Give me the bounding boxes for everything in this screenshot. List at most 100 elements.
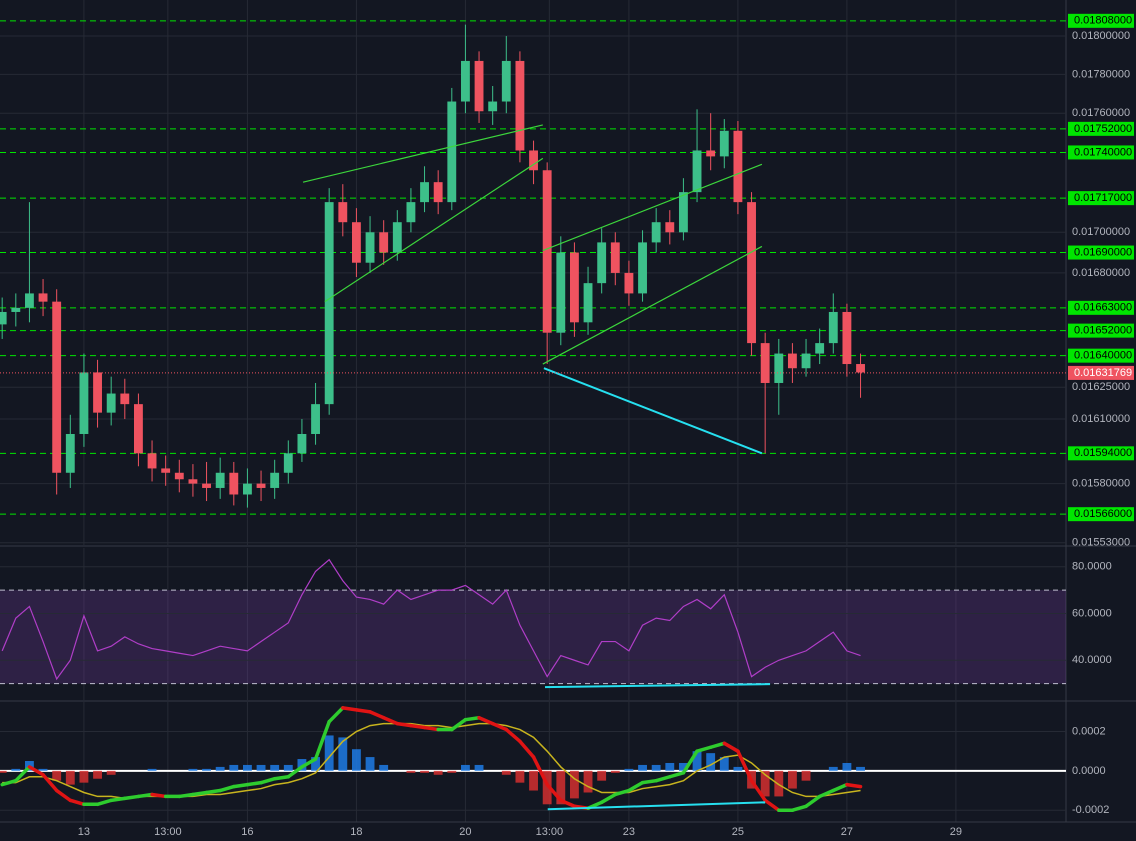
candle-body (733, 130, 743, 203)
candle-body (147, 453, 157, 469)
macd-segment (804, 794, 822, 809)
candle-body (215, 472, 225, 488)
histogram-bar (569, 770, 579, 799)
candle-body (0, 311, 7, 325)
macd-segment (668, 771, 686, 779)
macd-segment (831, 782, 849, 793)
level-badge (1068, 121, 1134, 136)
y-tick-label: 0.01780000 (1072, 68, 1130, 80)
x-tick-label: 13:00 (154, 826, 182, 838)
histogram-bar (283, 764, 293, 771)
level-badge (1068, 348, 1134, 363)
histogram-bar (188, 768, 198, 771)
level-label: 0.01717000 (1074, 192, 1132, 204)
y-tick-label: 0.01625000 (1072, 381, 1130, 393)
macd-segment (559, 798, 577, 809)
candle-body (392, 222, 402, 253)
macd-segment (232, 782, 250, 789)
candle-body (365, 232, 375, 263)
macd-segment (640, 778, 658, 785)
candle-body (297, 433, 307, 454)
level-badge (1068, 507, 1134, 522)
histogram-bar (242, 764, 252, 771)
candle-body (610, 242, 620, 273)
macd-segment (68, 798, 86, 807)
macd-segment (27, 765, 45, 777)
histogram-bar (651, 764, 661, 771)
candle-body (106, 393, 116, 413)
candle-body (488, 101, 498, 112)
y-tick-label: 0.01580000 (1072, 478, 1130, 490)
macd-segment (695, 745, 713, 753)
candle-body (120, 393, 130, 405)
macd-segment (136, 792, 154, 799)
x-tick-label: 16 (241, 826, 253, 838)
level-label: 0.01690000 (1074, 246, 1132, 258)
macd-segment (463, 715, 481, 722)
candle-body (420, 182, 429, 203)
macd-segment (504, 727, 522, 744)
level-label: 0.01663000 (1074, 302, 1132, 314)
macd-segment (749, 778, 767, 803)
histogram-bar (420, 770, 429, 773)
histogram-bar (583, 770, 593, 793)
macd-segment (613, 788, 631, 797)
x-tick-label: 18 (350, 826, 362, 838)
level-badge (1068, 13, 1134, 28)
macd-segment (191, 790, 209, 797)
histogram-bar (678, 762, 688, 771)
histogram-bar (474, 764, 484, 771)
histogram-bar (256, 764, 266, 771)
macd-segment (763, 798, 781, 812)
level-badge (1068, 446, 1134, 461)
candle-body (706, 150, 716, 157)
candle-body (324, 202, 334, 405)
macd-segment (817, 788, 836, 799)
x-tick-label: 13:00 (536, 826, 564, 838)
histogram-bar (406, 770, 416, 773)
histogram-bar (542, 770, 552, 805)
candle-body (529, 150, 538, 171)
y-tick-label: 60.0000 (1072, 607, 1112, 619)
candle-body (665, 222, 675, 233)
candle-body (133, 404, 143, 454)
macd-segment (313, 719, 331, 761)
macd-segment (150, 792, 168, 799)
candle-body (719, 130, 729, 157)
band-fill (0, 590, 1066, 684)
histogram-bar (351, 749, 361, 771)
histogram-bar (65, 770, 75, 785)
candle-body (651, 222, 661, 243)
candle-body (351, 222, 361, 263)
trendline (547, 801, 766, 811)
macd-segment (123, 794, 141, 801)
macd-segment (54, 788, 73, 803)
candle-body (787, 353, 797, 369)
macd-segment (790, 804, 808, 812)
macd-segment (41, 773, 59, 793)
macd-segment (95, 798, 113, 807)
level-label: 0.01566000 (1074, 508, 1132, 520)
candle-body (242, 483, 252, 495)
trendline (302, 124, 543, 183)
candle-body (583, 283, 593, 323)
histogram-bar (147, 768, 157, 771)
trendline (542, 245, 763, 365)
macd-segment (109, 796, 127, 803)
candle-body (65, 433, 75, 473)
histogram-bar (529, 770, 538, 791)
histogram-bar (856, 766, 865, 771)
candle-body (460, 60, 470, 102)
histogram-bar (828, 766, 838, 771)
histogram-bar (215, 766, 225, 771)
histogram-bar (597, 770, 607, 781)
last-price-label: 0.01631769 (1074, 367, 1132, 379)
candle-body (801, 353, 811, 369)
macd-segment (354, 708, 372, 714)
macd-segment (627, 780, 645, 793)
level-label: 0.01752000 (1074, 123, 1132, 135)
level-label: 0.01740000 (1074, 146, 1132, 158)
level-badge (1068, 245, 1134, 260)
macd-segment (245, 780, 263, 787)
macd-segment (204, 788, 222, 795)
